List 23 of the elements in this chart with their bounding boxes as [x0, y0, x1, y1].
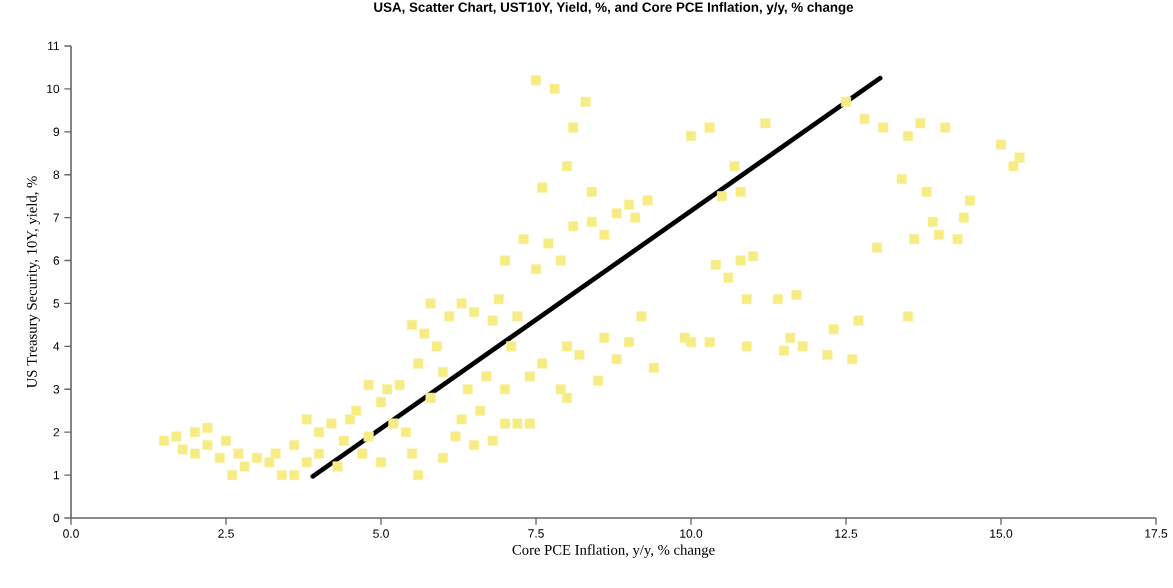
x-tick-label: 0.0: [63, 529, 79, 538]
y-tick-label: 3: [53, 385, 60, 394]
x-tick-label: 10.0: [680, 529, 703, 538]
y-axis-title: US Treasury Security, 10Y, yield, %: [26, 176, 40, 388]
y-tick-label: 10: [47, 84, 60, 94]
y-tick-label: 5: [53, 299, 60, 308]
chart-title: USA, Scatter Chart, UST10Y, Yield, %, and Core PCE Inflation, y/y, % change: [374, 2, 854, 15]
x-axis-title: Core PCE Inflation, y/y, % change: [512, 544, 715, 558]
y-tick-label: 0: [53, 513, 60, 523]
x-tick-label: 17.5: [1145, 529, 1168, 538]
y-tick-label: 6: [53, 256, 60, 265]
x-tick-label: 5.0: [373, 529, 389, 538]
x-tick-label: 7.5: [528, 529, 544, 538]
y-tick-label: 9: [53, 127, 60, 137]
y-tick-label: 4: [53, 342, 60, 351]
y-tick-label: 1: [53, 470, 60, 480]
y-tick-label: 11: [48, 41, 60, 51]
x-tick-label: 12.5: [835, 529, 858, 538]
x-tick-label: 2.5: [218, 529, 234, 538]
y-tick-label: 7: [53, 213, 60, 222]
y-tick-label: 2: [53, 427, 60, 437]
y-tick-label: 8: [53, 170, 60, 179]
x-tick-label: 15.0: [990, 529, 1013, 538]
